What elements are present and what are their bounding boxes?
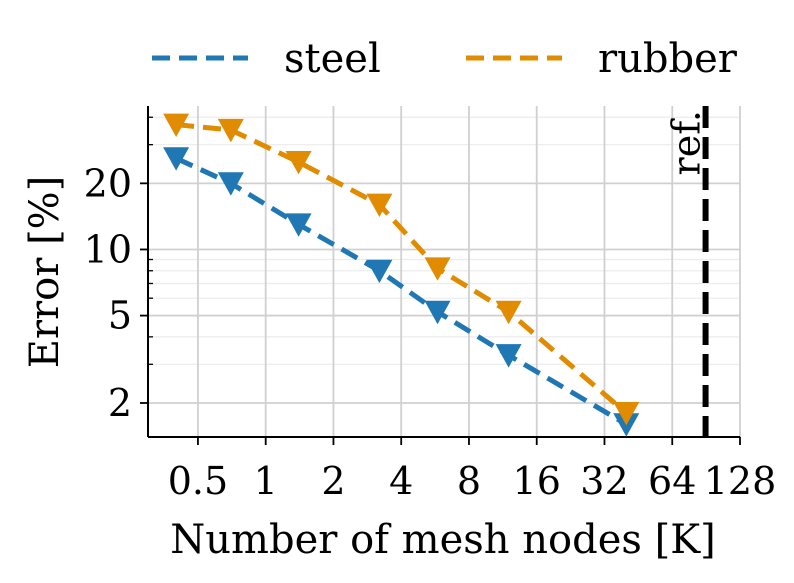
- x-tick-label: 16: [513, 459, 561, 503]
- y-tick-label: 5: [108, 294, 132, 338]
- y-tick-label: 20: [84, 161, 132, 205]
- data-point-steel: [366, 259, 393, 284]
- axes: [147, 106, 740, 438]
- x-tick-label: 128: [704, 459, 777, 503]
- x-tick-label: 8: [457, 459, 481, 503]
- data-point-rubber: [163, 113, 190, 138]
- data-point-steel: [424, 300, 451, 325]
- data-point-rubber: [217, 118, 244, 143]
- data-point-rubber: [285, 151, 312, 175]
- x-axis-label: Number of mesh nodes [K]: [170, 517, 715, 563]
- y-tick-label: 10: [84, 227, 132, 271]
- x-tick-label: 64: [648, 459, 696, 503]
- series-group: [163, 113, 640, 437]
- legend-label-steel: steel: [284, 36, 381, 82]
- data-point-rubber: [366, 193, 393, 217]
- data-point-steel: [217, 172, 244, 196]
- y-axis-label: Error [%]: [22, 176, 68, 369]
- legend-label-rubber: rubber: [598, 36, 738, 82]
- reference-line-group: ref.: [665, 106, 709, 437]
- x-tick-label: 1: [254, 459, 278, 503]
- data-point-rubber: [613, 401, 640, 426]
- data-point-steel: [285, 213, 312, 237]
- data-point-steel: [163, 147, 190, 171]
- x-tick-label: 32: [580, 459, 628, 503]
- legend: steel rubber: [152, 36, 738, 82]
- data-point-rubber: [495, 300, 522, 325]
- data-point-rubber: [424, 257, 451, 281]
- y-tick-label: 2: [108, 381, 132, 425]
- grid: [148, 106, 741, 437]
- x-tick-label: 0.5: [168, 459, 228, 503]
- x-tick-label: 4: [389, 459, 413, 503]
- x-tick-label: 2: [321, 459, 345, 503]
- reference-line-label: ref.: [665, 110, 709, 175]
- data-point-steel: [495, 344, 522, 368]
